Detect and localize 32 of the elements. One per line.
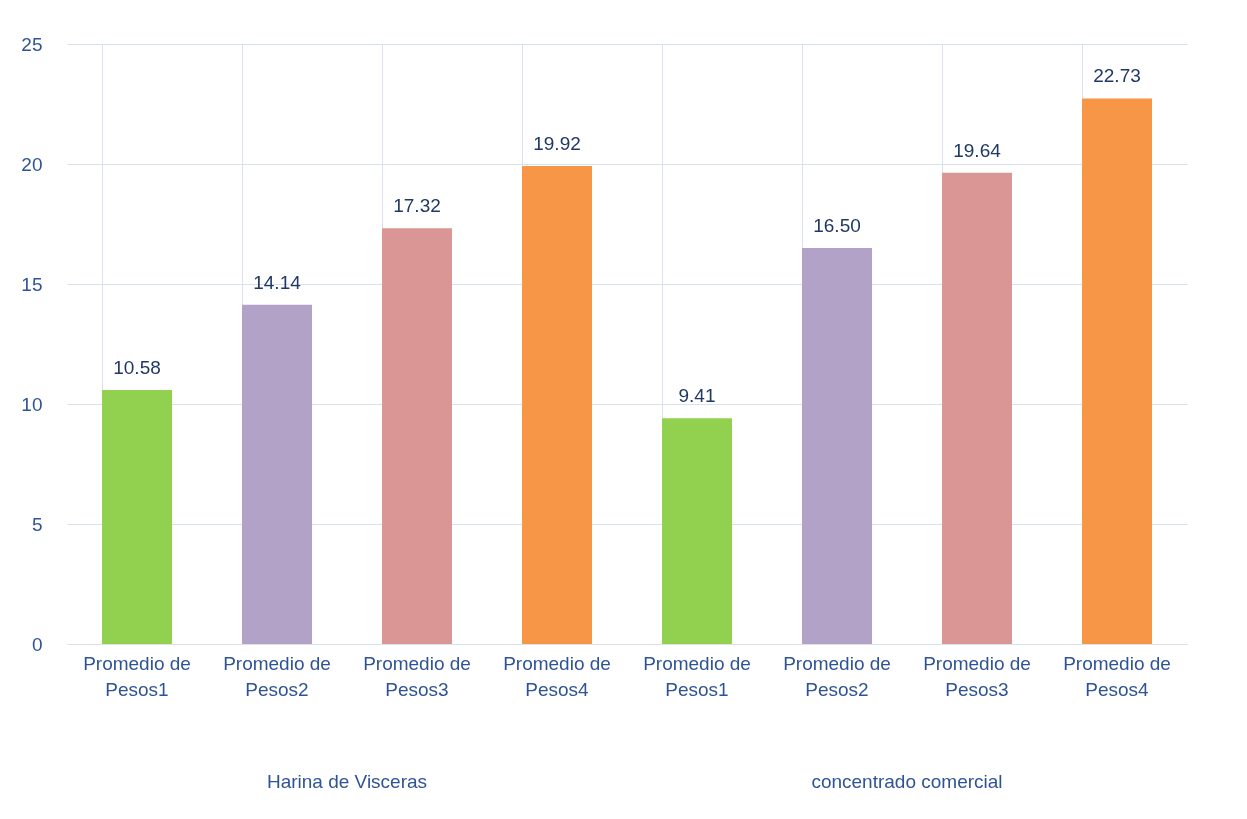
bar	[522, 165, 592, 644]
x-tick-label: Promedio de Pesos4	[1063, 652, 1171, 700]
y-tick-label: 20	[21, 153, 43, 175]
data-label: 19.92	[533, 132, 581, 154]
x-tick-label: Promedio de Pesos1	[83, 652, 191, 700]
data-label: 10.58	[113, 357, 161, 379]
x-tick-label: Promedio de Pesos3	[923, 652, 1031, 700]
bar	[662, 418, 732, 644]
x-tick-label: Promedio de Pesos1	[643, 652, 751, 700]
data-label: 16.50	[813, 215, 861, 236]
y-tick-label: 5	[31, 513, 43, 535]
bar	[242, 304, 312, 644]
x-tick-label: Promedio de Pesos3	[363, 652, 471, 700]
data-label: 9.41	[678, 385, 716, 407]
data-label: 22.73	[1093, 65, 1141, 87]
text: Harina de Visceras	[266, 771, 428, 792]
bar	[942, 172, 1012, 644]
bar	[102, 390, 172, 644]
x-tick-label: Promedio de Pesos2	[783, 652, 891, 700]
x-tick-label: Promedio de Pesos2	[223, 652, 331, 700]
y-tick-label: 0	[31, 633, 43, 655]
x-tick-label: Promedio de Pesos4	[503, 652, 611, 700]
bar	[1082, 98, 1152, 644]
bar	[802, 248, 872, 644]
text: concentrado comercial	[811, 771, 1003, 792]
data-label: 19.64	[953, 139, 1002, 161]
y-tick-label: 25	[21, 33, 43, 55]
y-tick-label: 15	[21, 273, 43, 295]
data-label: 17.32	[393, 195, 441, 217]
bar	[382, 228, 452, 644]
y-tick-label: 10	[21, 393, 43, 415]
data-label: 14.14	[253, 271, 302, 293]
